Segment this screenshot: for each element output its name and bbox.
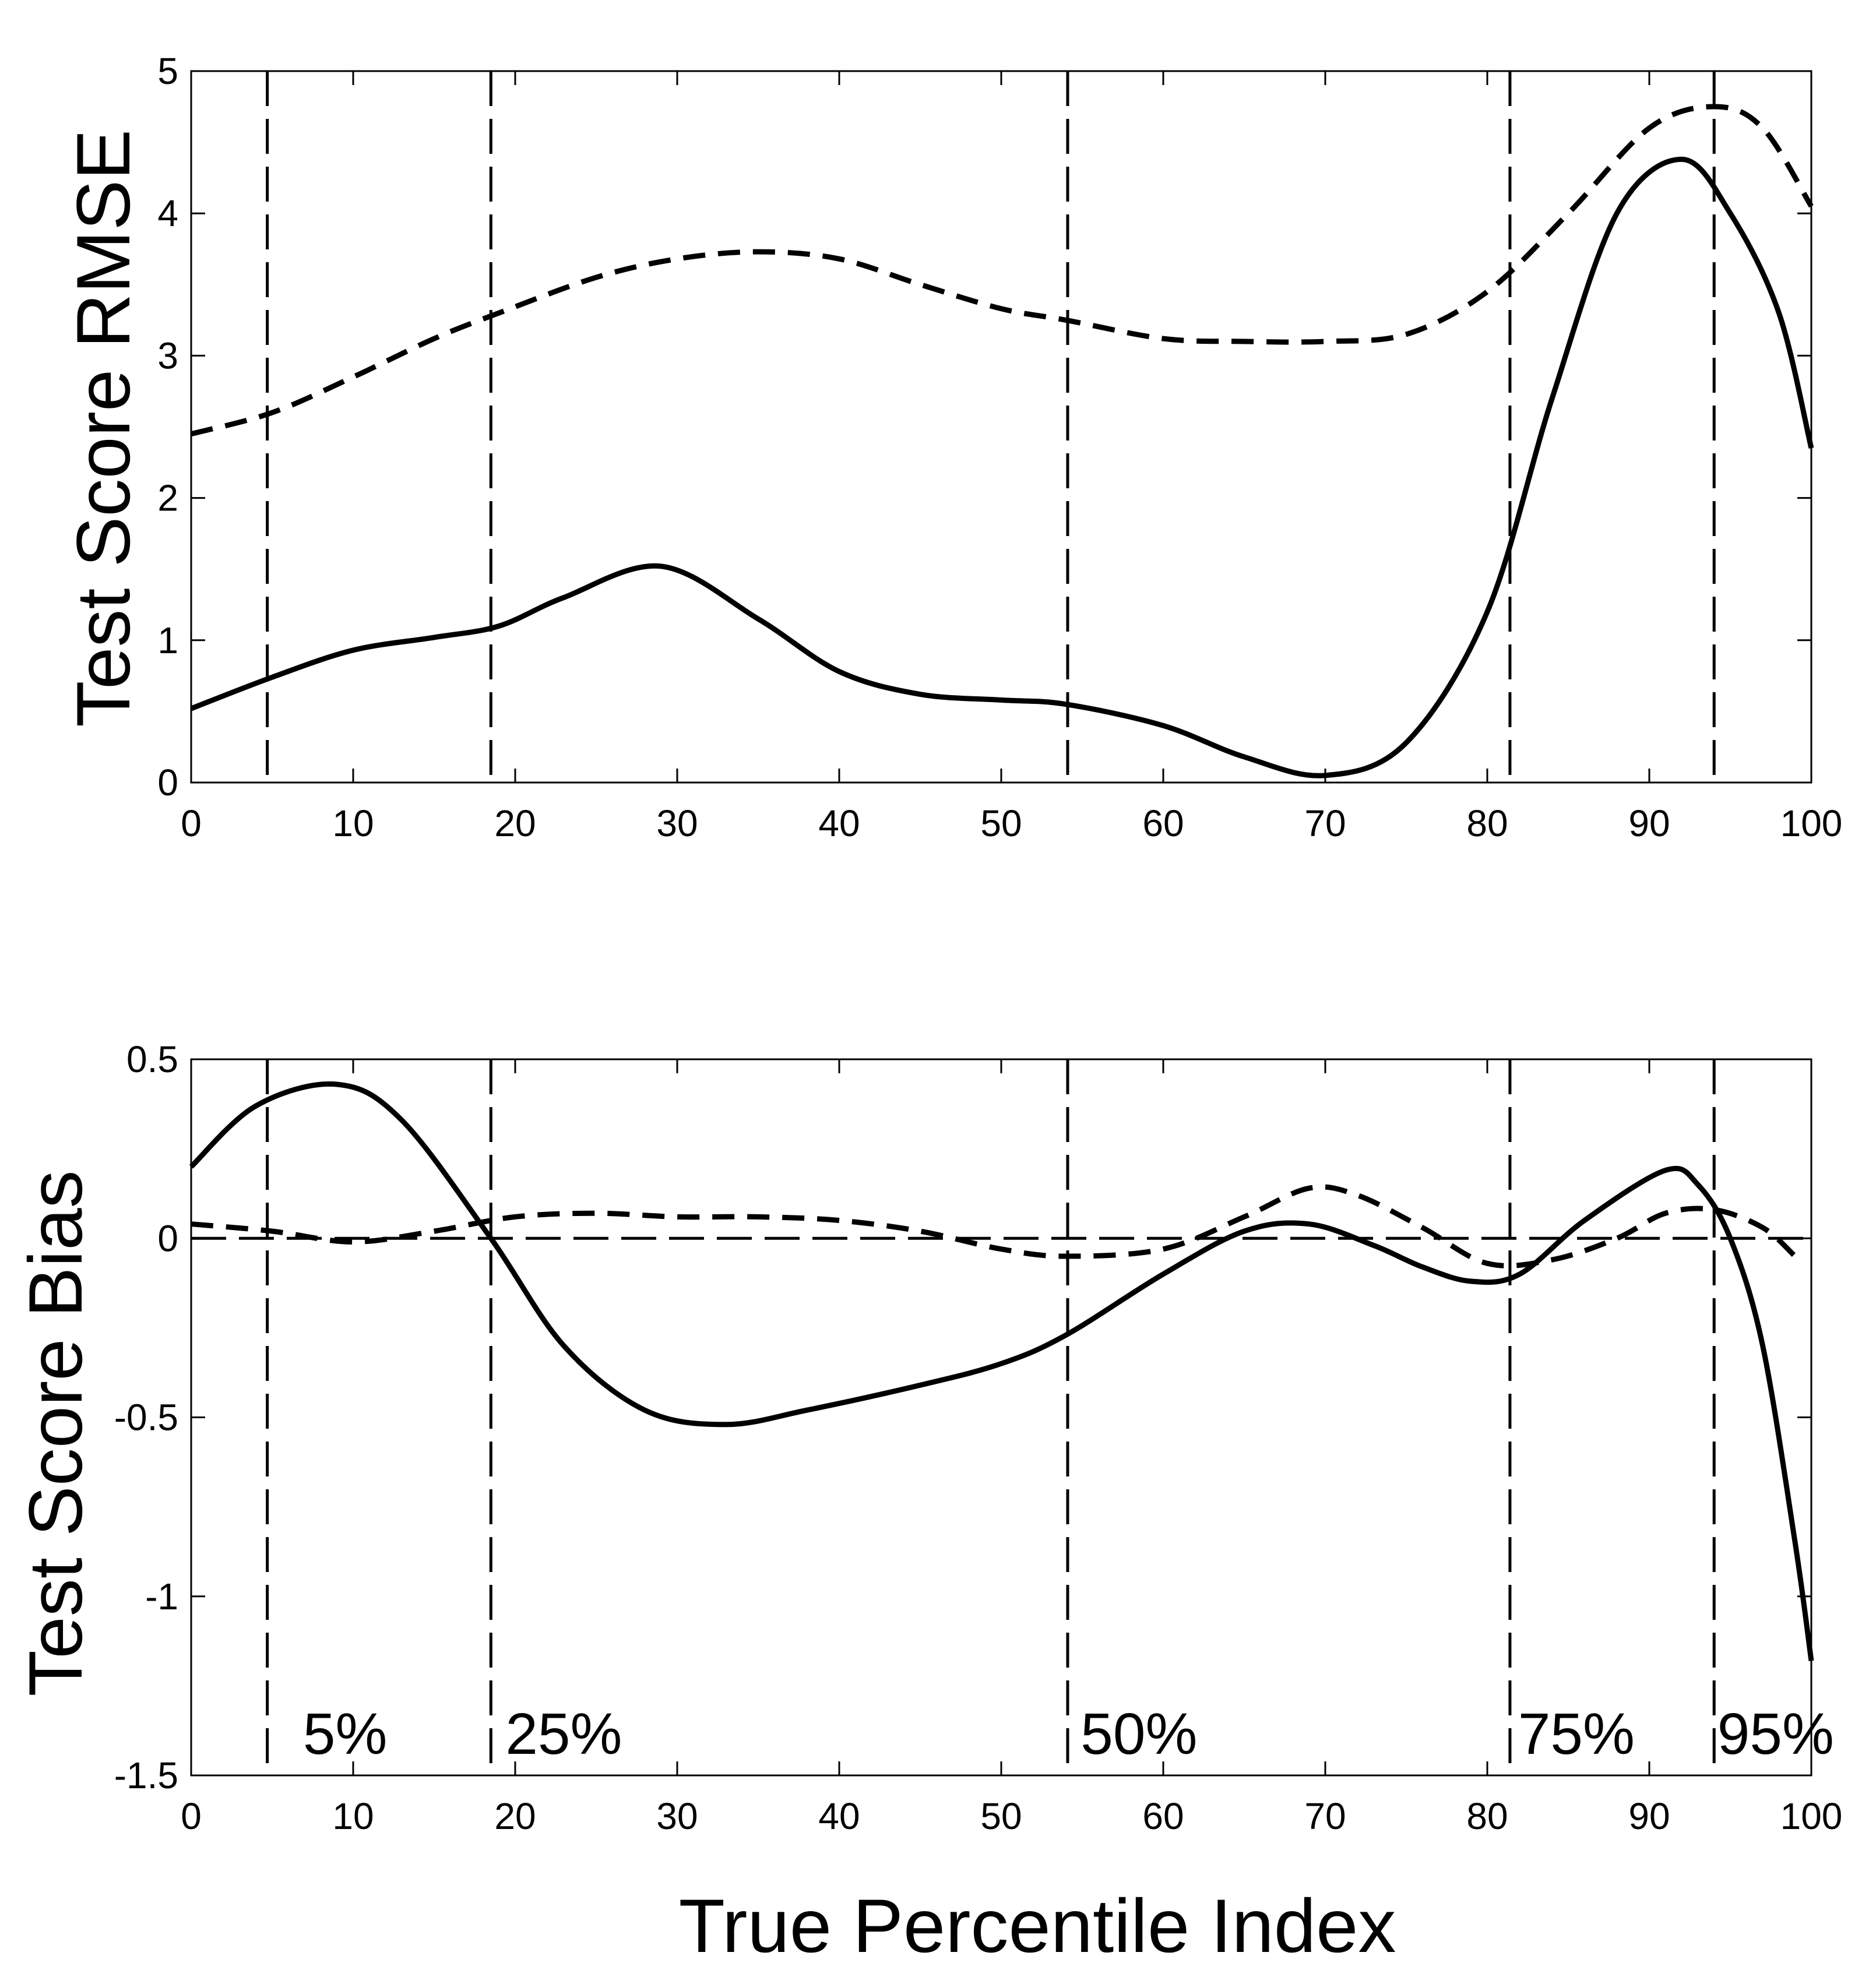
rmse-x-tick-label: 10	[332, 802, 374, 844]
rmse-y-axis-label: Test Score RMSE	[61, 129, 146, 727]
bias-percentile-label: 75%	[1518, 1701, 1635, 1767]
rmse-x-tick-label: 70	[1304, 802, 1346, 844]
bias-panel: 0 10 20 30 40 50 60 70 80 90 100 -1.5 -1 -0.5 0 0.5 5% 25…	[114, 1038, 1843, 1837]
bias-y-tick-label: -0.5	[114, 1397, 178, 1439]
bias-x-tick-label: 40	[818, 1795, 860, 1837]
bias-percentile-label: 50%	[1080, 1701, 1197, 1767]
rmse-x-tick-label: 80	[1466, 802, 1508, 844]
bias-x-tick-label: 90	[1628, 1795, 1670, 1837]
rmse-x-tick-label: 90	[1628, 802, 1670, 844]
bias-x-tick-label: 70	[1304, 1795, 1346, 1837]
bias-solid-series-line	[189, 1081, 1814, 1662]
rmse-x-tick-label: 50	[980, 802, 1022, 844]
bias-x-tick-label: 100	[1780, 1795, 1843, 1837]
rmse-y-tick-label: 3	[157, 334, 178, 376]
bias-y-tick-label: 0.5	[126, 1038, 178, 1080]
bias-y-tick-label: -1.5	[114, 1754, 178, 1796]
bias-x-axis-label: True Percentile Index	[679, 1883, 1396, 1968]
rmse-panel: 0 10 20 30 40 50 60 70 80 90 100 0 1 2 3 4 5	[157, 50, 1842, 844]
bias-y-axis-label: Test Score Bias	[13, 1170, 98, 1696]
bias-percentile-label: 5%	[303, 1701, 388, 1767]
rmse-y-tick-label: 0	[157, 762, 178, 804]
rmse-x-tick-label: 40	[818, 802, 860, 844]
rmse-y-tick-label: 5	[157, 50, 178, 92]
rmse-y-tick-label: 1	[157, 619, 178, 661]
rmse-x-tick-label: 100	[1780, 802, 1843, 844]
rmse-x-tick-label: 60	[1142, 802, 1184, 844]
rmse-x-tick-label: 30	[656, 802, 698, 844]
bias-y-tick-label: -1	[145, 1576, 178, 1617]
bias-x-tick-label: 20	[494, 1795, 536, 1837]
bias-x-tick-label: 50	[980, 1795, 1022, 1837]
bias-percentile-label: 25%	[505, 1701, 622, 1767]
bias-x-tick-label: 30	[656, 1795, 698, 1837]
rmse-solid-series-line	[190, 156, 1814, 778]
bias-y-tick-label: 0	[157, 1217, 178, 1259]
bias-x-tick-label: 80	[1466, 1795, 1508, 1837]
rmse-dashed-series-line	[190, 104, 1814, 437]
bias-x-tick-label: 60	[1142, 1795, 1184, 1837]
bias-x-tick-label: 0	[181, 1795, 202, 1837]
rmse-y-tick-label: 2	[157, 477, 178, 519]
rmse-x-tick-label: 0	[181, 802, 202, 844]
bias-percentile-label: 95%	[1717, 1701, 1834, 1767]
bias-dashed-series-line	[191, 1184, 1797, 1268]
bias-x-tick-label: 10	[332, 1795, 374, 1837]
rmse-y-tick-label: 4	[157, 192, 178, 234]
rmse-x-tick-label: 20	[494, 802, 536, 844]
